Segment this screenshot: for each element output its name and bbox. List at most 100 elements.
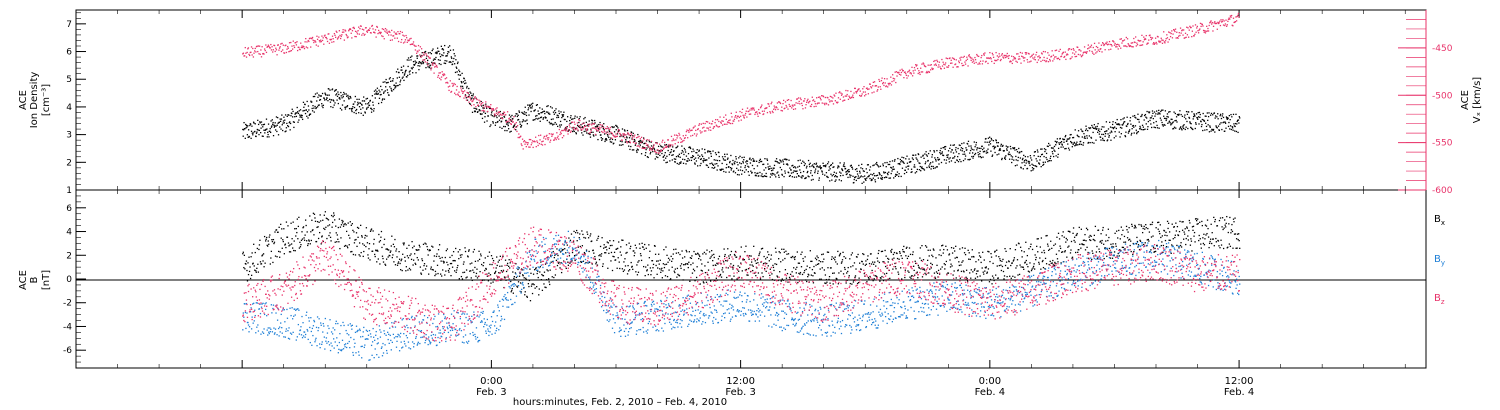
data-point [1238,16,1240,18]
data-point [390,250,392,252]
data-point [869,166,872,168]
data-point [657,149,659,151]
data-point [926,155,929,157]
data-point [392,243,395,245]
data-point [657,153,659,155]
data-point [655,151,658,154]
data-point [592,134,595,136]
data-point [414,253,416,255]
data-point [458,257,460,260]
data-point [506,120,508,123]
data-point [582,126,585,129]
data-point [520,291,522,293]
data-point [425,265,428,267]
data-point [1230,14,1233,17]
data-point [963,151,965,153]
data-point [454,55,456,57]
data-point [469,97,471,99]
data-point [589,133,591,136]
data-point [940,147,942,150]
data-point [799,97,802,99]
data-point [953,58,956,61]
data-point [981,63,984,65]
data-point [724,153,726,155]
data-point [743,116,745,118]
data-point [1056,138,1059,140]
data-point [510,280,512,283]
data-point [690,159,693,162]
data-point [406,255,409,257]
data-point [1236,120,1238,123]
data-point [342,29,344,31]
data-point [878,78,880,81]
data-point [274,122,276,124]
data-point [611,132,613,135]
data-point [882,165,884,167]
data-point [1047,52,1049,54]
data-point [504,125,506,128]
data-point [383,38,385,40]
data-point [270,257,272,259]
data-point [606,127,608,130]
data-point [355,232,358,234]
data-point [694,157,697,159]
data-point [866,177,868,179]
data-point [1173,127,1175,130]
data-point [336,234,338,236]
data-point [791,104,794,106]
data-point [396,33,398,35]
data-point [246,126,248,128]
data-point [264,49,266,52]
data-point [379,240,382,242]
data-point [1200,25,1202,28]
data-point [733,120,735,122]
data-point [1088,127,1090,129]
data-point [1174,120,1176,122]
data-point [432,269,435,271]
data-point [335,225,337,227]
data-point [469,270,471,272]
data-point [1223,20,1225,22]
data-point [460,89,463,91]
data-point [392,254,394,256]
data-point [353,27,355,30]
data-point [531,283,533,285]
data-point [841,168,843,171]
data-point [252,56,255,58]
data-point [888,177,890,179]
top-ytick-label: 4 [66,103,72,113]
data-point [952,152,955,154]
data-point [358,254,360,256]
data-point [493,278,495,280]
data-point [1140,44,1142,46]
data-point [1128,45,1131,48]
data-point [427,254,429,256]
data-point [1145,34,1147,37]
data-point [1007,57,1010,60]
data-point [333,32,336,35]
data-point [785,104,787,107]
data-point [328,224,331,226]
data-point [1068,138,1070,140]
data-point [594,126,597,128]
data-point [868,175,870,178]
data-point [891,170,893,172]
data-point [1105,43,1108,45]
data-point [635,142,637,144]
data-point [1196,25,1199,28]
data-point [293,126,295,129]
data-point [278,47,281,49]
data-point [645,148,647,151]
data-point [273,241,276,243]
data-point [976,147,979,149]
data-point [887,82,889,85]
data-point [372,28,374,30]
data-point [544,116,546,118]
data-point [305,224,307,227]
data-point [321,236,323,238]
data-point [1229,118,1231,121]
data-point [799,103,801,105]
data-point [989,136,991,138]
data-point [625,134,627,136]
data-point [462,92,464,94]
